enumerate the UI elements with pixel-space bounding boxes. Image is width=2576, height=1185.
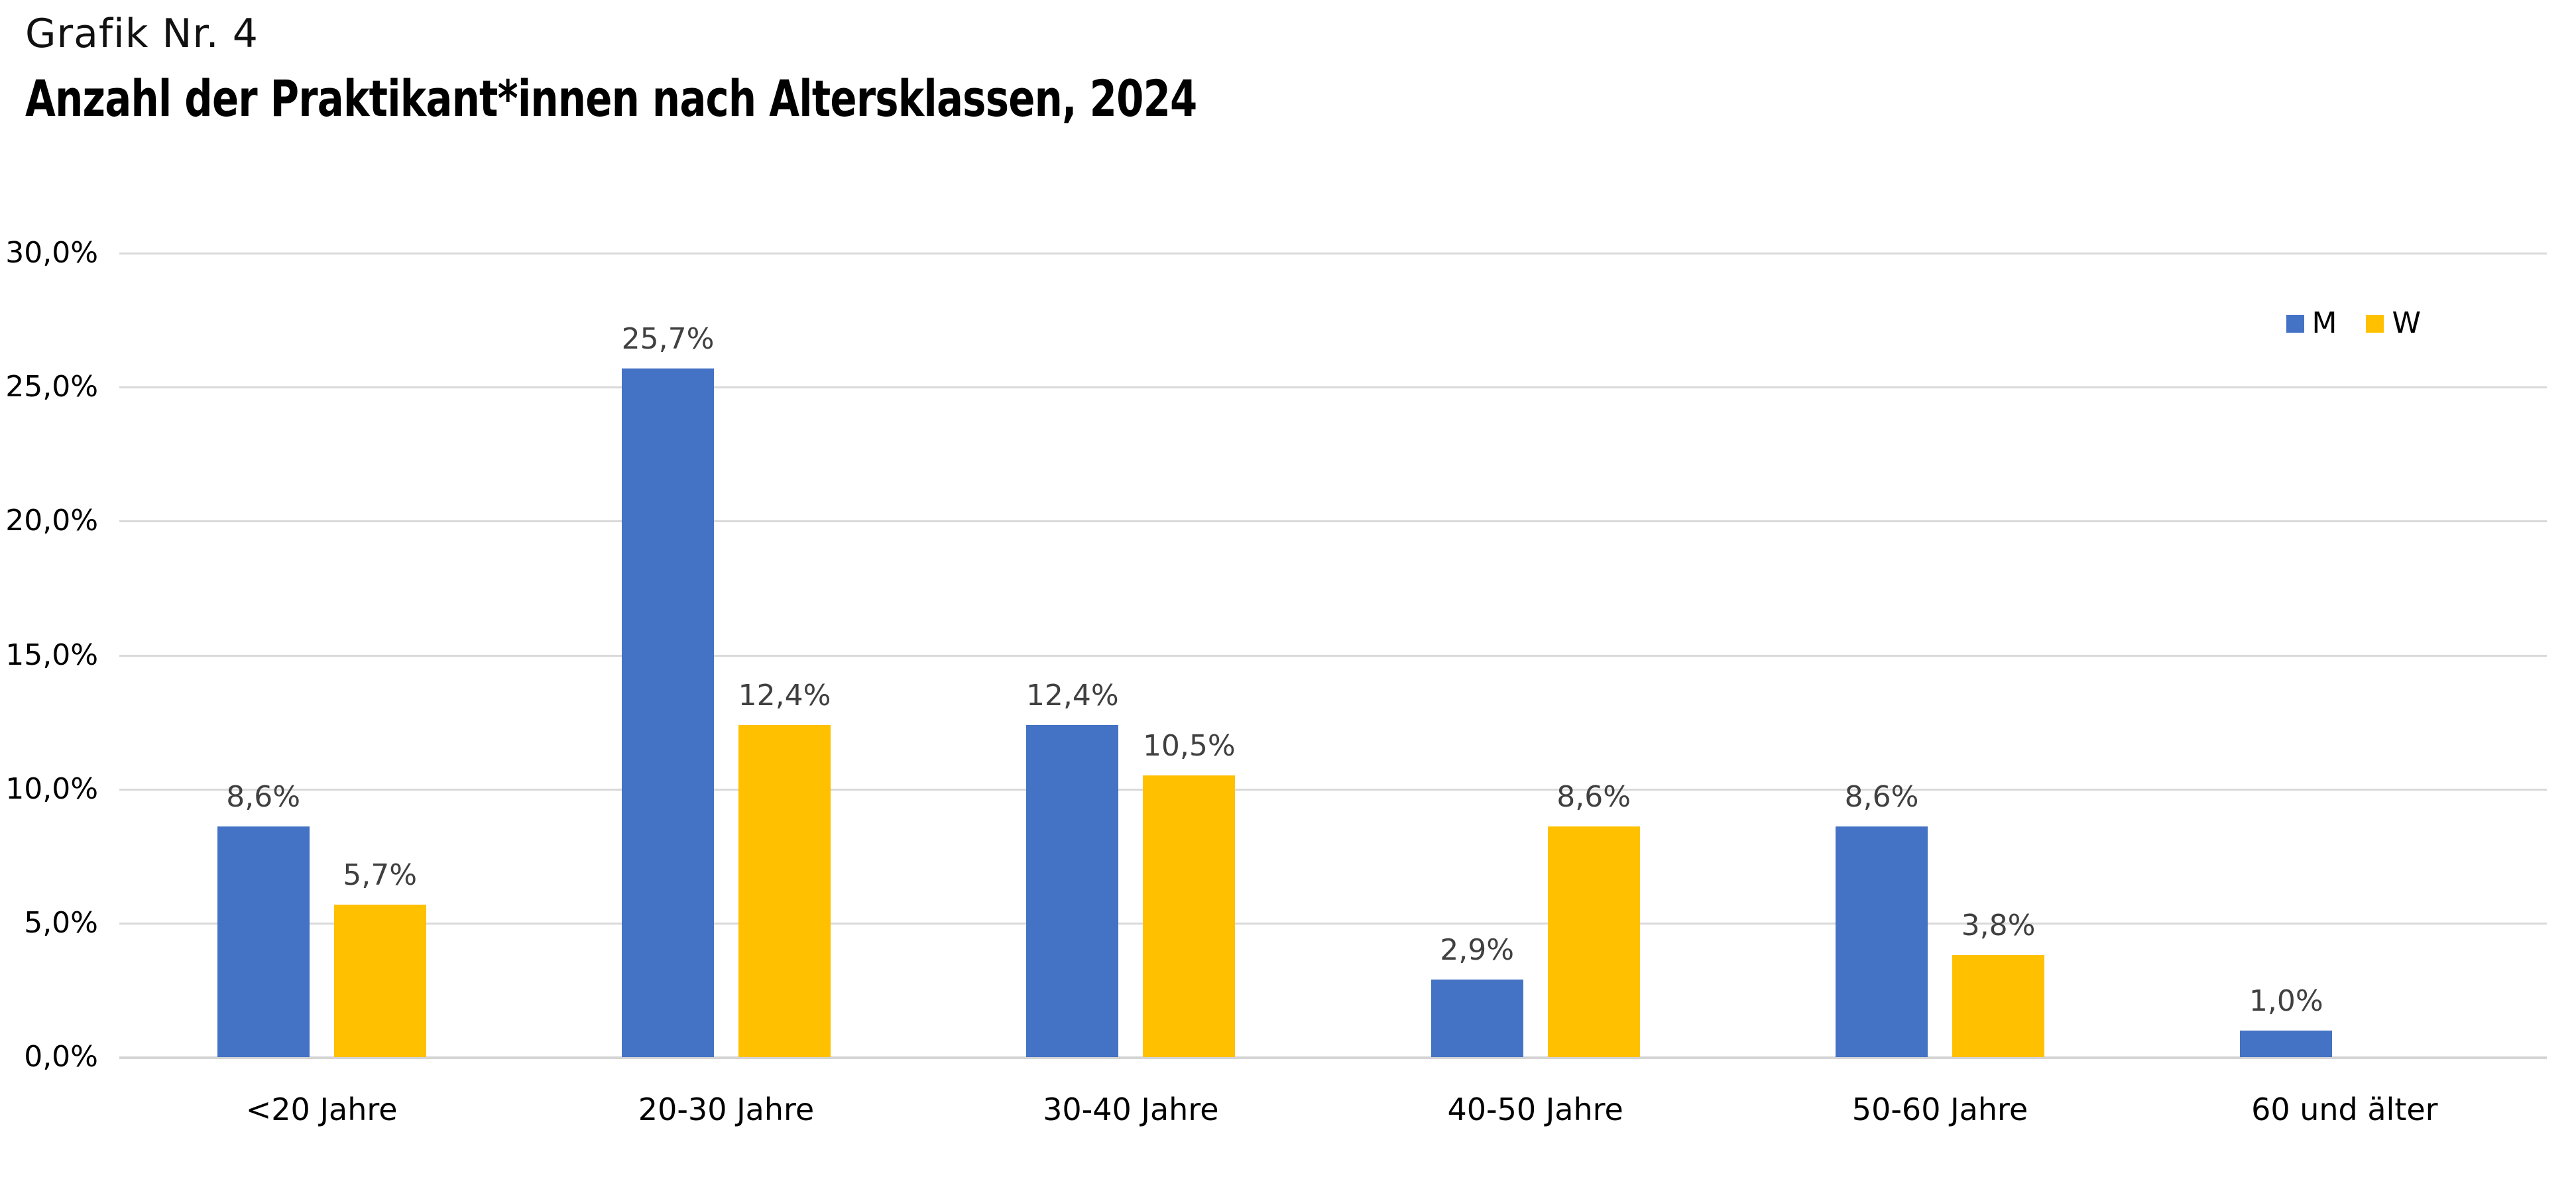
gridline [119, 253, 2547, 254]
y-axis-tick-label: 25,0% [5, 370, 98, 404]
value-label-w-5: 3,8% [1961, 909, 2036, 943]
bar-m-1 [217, 826, 310, 1057]
legend-item-w: W [2366, 304, 2421, 343]
chart-title: Anzahl der Praktikant*innen nach Altersk… [25, 69, 1197, 128]
bar-m-4 [1431, 979, 1523, 1057]
bar-m-6 [2240, 1030, 2333, 1057]
bar-m-2 [622, 368, 714, 1057]
value-label-m-4: 2,9% [1440, 932, 1515, 967]
value-label-m-2: 25,7% [621, 321, 715, 356]
y-axis-tick-label: 0,0% [24, 1040, 98, 1074]
value-label-w-1: 5,7% [343, 858, 418, 892]
bar-w-4 [1547, 826, 1640, 1057]
legend-swatch-w [2366, 314, 2384, 333]
x-axis-line [119, 1056, 2547, 1059]
bar-w-2 [738, 724, 831, 1057]
value-label-m-3: 12,4% [1025, 678, 1119, 712]
legend-swatch-m [2286, 314, 2304, 333]
gridline [119, 386, 2547, 389]
chart-number-label: Grafik Nr. 4 [25, 11, 259, 57]
x-axis-label: 20-30 Jahre [638, 1092, 815, 1127]
legend-label-m: M [2312, 306, 2337, 340]
value-label-m-6: 1,0% [2249, 984, 2323, 1018]
bar-w-3 [1143, 775, 1236, 1057]
value-label-m-1: 8,6% [226, 780, 301, 815]
value-label-w-2: 12,4% [738, 678, 831, 712]
x-axis-label: 60 und älter [2251, 1092, 2438, 1127]
legend-item-m: M [2286, 304, 2337, 343]
bar-w-1 [333, 904, 426, 1057]
gridline [119, 520, 2547, 523]
bar-m-3 [1026, 724, 1119, 1057]
x-axis-label: 50-60 Jahre [1851, 1092, 2028, 1127]
x-axis-label: 30-40 Jahre [1043, 1092, 1219, 1127]
y-axis-tick-label: 30,0% [5, 236, 98, 270]
gridline [119, 922, 2547, 925]
y-axis-tick-label: 10,0% [5, 771, 98, 806]
value-label-w-4: 8,6% [1556, 780, 1631, 815]
bar-m-5 [1836, 826, 1928, 1057]
x-axis-label: <20 Jahre [245, 1092, 398, 1127]
value-label-w-3: 10,5% [1142, 729, 1236, 763]
gridline [119, 788, 2547, 791]
legend-label-w: W [2392, 306, 2421, 340]
x-axis-label: 40-50 Jahre [1447, 1092, 1623, 1127]
y-axis-tick-label: 20,0% [5, 504, 98, 538]
gridline [119, 654, 2547, 657]
bar-w-5 [1952, 955, 2044, 1057]
value-label-m-5: 8,6% [1844, 780, 1919, 815]
y-axis-tick-label: 15,0% [5, 638, 98, 672]
y-axis-tick-label: 5,0% [24, 905, 98, 940]
